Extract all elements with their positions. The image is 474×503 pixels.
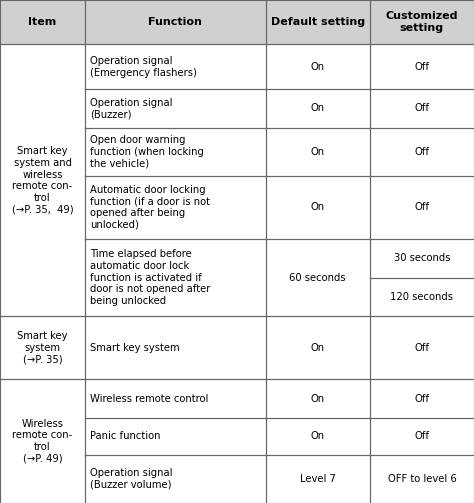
Bar xyxy=(0,379,85,503)
Bar xyxy=(0,316,85,379)
Text: Customized
setting: Customized setting xyxy=(386,12,458,33)
Text: On: On xyxy=(310,62,325,72)
Bar xyxy=(265,44,370,89)
Text: Smart key
system
(→P. 35): Smart key system (→P. 35) xyxy=(18,331,68,364)
Bar xyxy=(370,455,474,503)
Bar xyxy=(265,379,370,418)
Text: On: On xyxy=(310,431,325,441)
Text: Operation signal
(Emergency flashers): Operation signal (Emergency flashers) xyxy=(90,56,197,77)
Text: Smart key system: Smart key system xyxy=(90,343,180,353)
Text: Off: Off xyxy=(414,393,429,403)
Bar xyxy=(370,44,474,89)
Text: Wireless
remote con-
trol
(→P. 49): Wireless remote con- trol (→P. 49) xyxy=(12,418,73,463)
Text: Off: Off xyxy=(414,343,429,353)
Text: Off: Off xyxy=(414,103,429,113)
Text: On: On xyxy=(310,203,325,212)
Bar xyxy=(85,455,265,503)
Bar xyxy=(85,316,265,379)
Bar xyxy=(0,0,85,44)
Text: On: On xyxy=(310,343,325,353)
Text: Default setting: Default setting xyxy=(271,17,365,27)
Text: Off: Off xyxy=(414,62,429,72)
Bar xyxy=(85,89,265,128)
Bar xyxy=(265,176,370,239)
Text: Off: Off xyxy=(414,147,429,157)
Text: Smart key
system and
wireless
remote con-
trol
(→P. 35,  49): Smart key system and wireless remote con… xyxy=(12,146,73,214)
Text: 30 seconds: 30 seconds xyxy=(393,254,450,263)
Bar xyxy=(370,239,474,278)
Bar xyxy=(265,418,370,455)
Bar xyxy=(85,44,265,89)
Text: On: On xyxy=(310,393,325,403)
Text: OFF to level 6: OFF to level 6 xyxy=(388,474,456,484)
Bar xyxy=(85,379,265,418)
Text: Operation signal
(Buzzer): Operation signal (Buzzer) xyxy=(90,98,173,119)
Text: Panic function: Panic function xyxy=(90,431,161,441)
Bar xyxy=(265,128,370,176)
Bar xyxy=(370,128,474,176)
Bar xyxy=(265,239,370,316)
Bar xyxy=(85,176,265,239)
Text: Time elapsed before
automatic door lock
function is activated if
door is not ope: Time elapsed before automatic door lock … xyxy=(90,249,210,306)
Text: Open door warning
function (when locking
the vehicle): Open door warning function (when locking… xyxy=(90,135,204,169)
Bar xyxy=(370,278,474,316)
Bar xyxy=(85,0,265,44)
Bar xyxy=(265,455,370,503)
Text: Item: Item xyxy=(28,17,57,27)
Bar xyxy=(265,0,370,44)
Bar xyxy=(85,128,265,176)
Bar xyxy=(0,44,85,316)
Text: Level 7: Level 7 xyxy=(300,474,336,484)
Text: Operation signal
(Buzzer volume): Operation signal (Buzzer volume) xyxy=(90,468,173,489)
Bar xyxy=(370,0,474,44)
Bar xyxy=(370,316,474,379)
Bar xyxy=(370,89,474,128)
Bar xyxy=(85,418,265,455)
Bar xyxy=(265,89,370,128)
Bar xyxy=(85,239,265,316)
Text: Off: Off xyxy=(414,431,429,441)
Bar xyxy=(370,176,474,239)
Text: Function: Function xyxy=(148,17,202,27)
Text: 120 seconds: 120 seconds xyxy=(391,292,454,302)
Text: 60 seconds: 60 seconds xyxy=(289,273,346,283)
Bar xyxy=(370,379,474,418)
Text: On: On xyxy=(310,103,325,113)
Text: Automatic door locking
function (if a door is not
opened after being
unlocked): Automatic door locking function (if a do… xyxy=(90,185,210,230)
Text: Off: Off xyxy=(414,203,429,212)
Bar xyxy=(265,316,370,379)
Text: On: On xyxy=(310,147,325,157)
Bar xyxy=(370,418,474,455)
Text: Wireless remote control: Wireless remote control xyxy=(90,393,209,403)
